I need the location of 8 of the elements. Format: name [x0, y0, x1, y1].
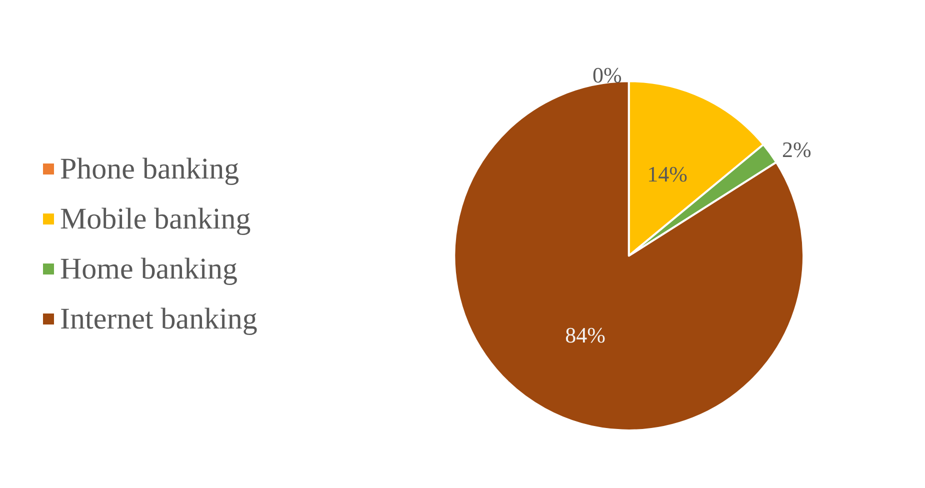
data-label: 2% — [782, 137, 812, 162]
legend-label: Phone banking — [60, 152, 240, 186]
data-label: 84% — [565, 322, 606, 348]
text: 0% — [592, 62, 622, 88]
legend-label: Internet banking — [60, 302, 258, 336]
legend-label: Home banking — [60, 252, 238, 286]
data-label: 14% — [647, 162, 688, 187]
legend-label: Mobile banking — [60, 202, 251, 236]
